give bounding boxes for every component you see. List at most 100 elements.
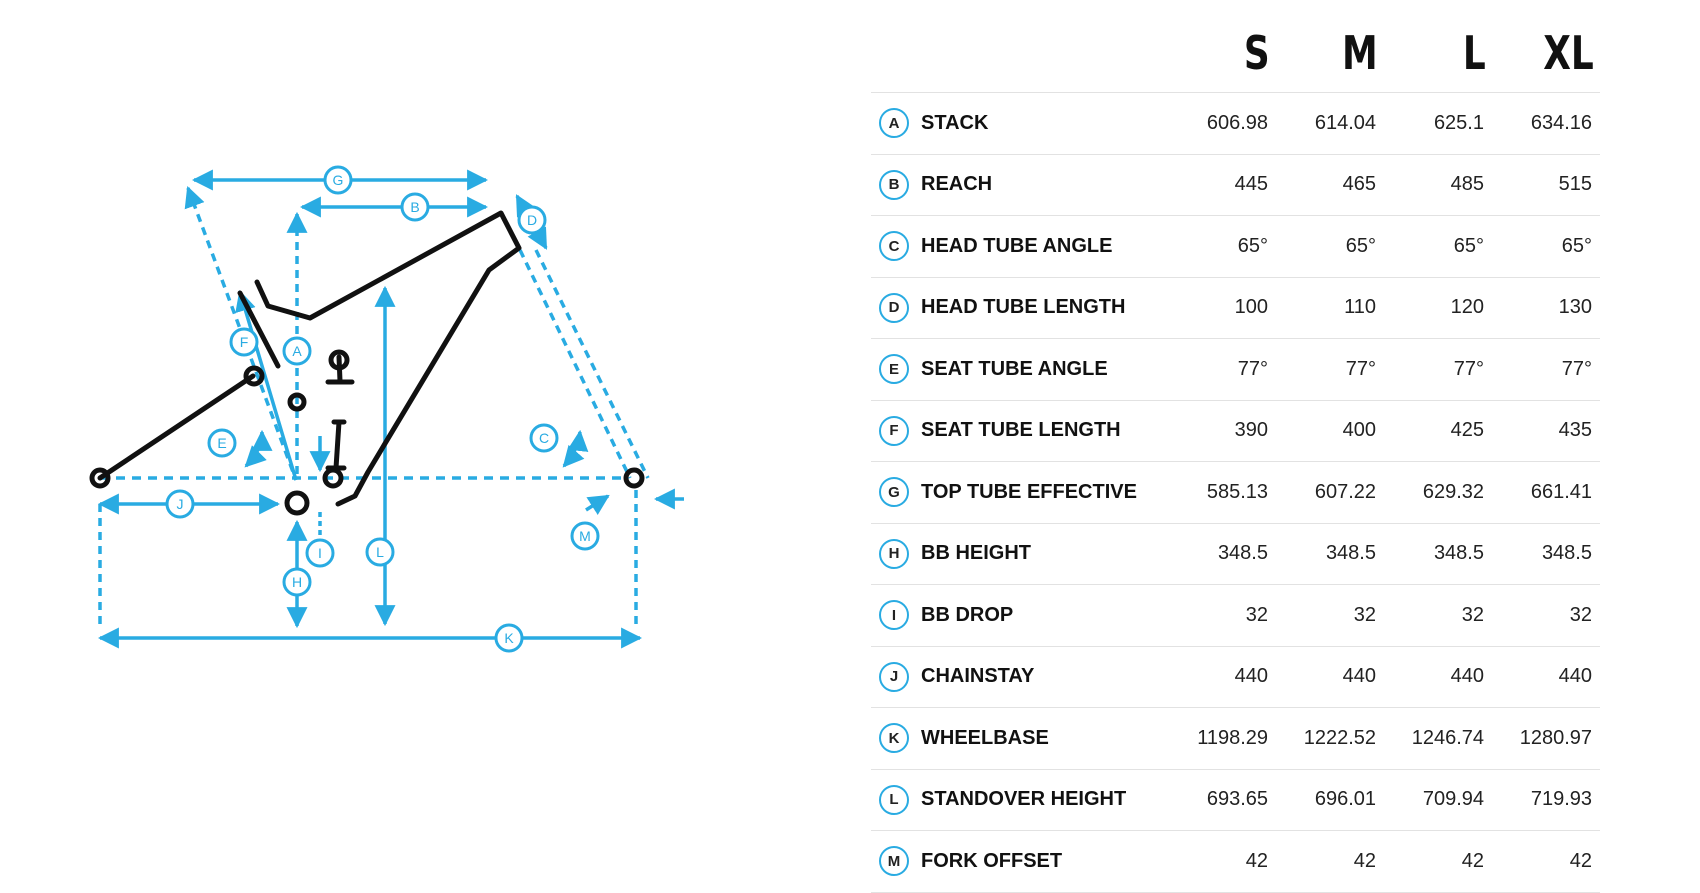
size-label-m: M: [1342, 26, 1378, 80]
table-cell: 32: [1245, 603, 1268, 626]
table-cell: 435: [1558, 419, 1592, 442]
size-label-xl: XL: [1543, 26, 1594, 80]
table-cell: 515: [1558, 173, 1592, 196]
table-cell: 77°: [1237, 357, 1268, 380]
row-measurement-name: HEAD TUBE ANGLE: [921, 234, 1113, 257]
table-row: I BB DROP 32 32 32 32: [871, 585, 1600, 647]
geometry-table: S M L XL A STACK 606.98 614.04 625.1 634.16 B R…: [871, 18, 1600, 893]
table-cell: 348.5: [1433, 542, 1484, 565]
row-measurement-name: BB HEIGHT: [921, 542, 1031, 565]
badge-letter: G: [333, 172, 344, 188]
diagram-badge-g: G: [323, 165, 353, 195]
frame-geometry-diagram: A B C D E F G HI J K L M: [89, 165, 684, 653]
row-letter-badge: D: [879, 292, 909, 323]
diagram-badge-i: I: [305, 538, 335, 568]
table-cell: 693.65: [1206, 788, 1268, 811]
table-cell: 634.16: [1530, 111, 1592, 134]
row-letter-badge: A: [879, 108, 909, 139]
table-row: L STANDOVER HEIGHT 693.65 696.01 709.94 719.9…: [871, 770, 1600, 831]
row-measurement-name: WHEELBASE: [921, 726, 1049, 749]
table-cell: 77°: [1345, 357, 1376, 380]
table-cell: 77°: [1453, 357, 1484, 380]
table-cell: 42: [1461, 849, 1484, 872]
diagram-badge-l: L: [365, 537, 395, 567]
table-cell: 348.5: [1217, 542, 1268, 565]
table-cell: 1198.29: [1197, 726, 1268, 749]
diagram-badge-j: J: [165, 489, 195, 519]
table-cell: 42: [1353, 849, 1376, 872]
row-letter-badge: C: [879, 231, 909, 262]
row-measurement-name: TOP TUBE EFFECTIVE: [921, 480, 1137, 503]
table-cell: 440: [1558, 665, 1592, 688]
badge-circle: [365, 537, 395, 567]
row-letter-badge: H: [879, 538, 909, 569]
table-row: E SEAT TUBE ANGLE 77° 77° 77° 77°: [871, 339, 1600, 401]
table-row: M FORK OFFSET 42 42 42 42: [871, 831, 1600, 893]
table-row: D HEAD TUBE LENGTH 100 110 120 130: [871, 278, 1600, 339]
table-cell: 445: [1234, 173, 1268, 196]
badge-letter: E: [217, 435, 226, 451]
diagram-badge-h: H: [282, 567, 312, 597]
badge-letter: F: [240, 334, 249, 350]
table-cell: 440: [1234, 665, 1268, 688]
badge-circle: [570, 521, 600, 551]
table-row: J CHAINSTAY 440 440 440 440: [871, 647, 1600, 708]
table-row: C HEAD TUBE ANGLE 65° 65° 65° 65°: [871, 216, 1600, 278]
table-cell: 65°: [1453, 234, 1484, 257]
diagram-badges: A B C D E F G HI J K L M: [165, 165, 600, 653]
table-cell: 42: [1569, 849, 1592, 872]
badge-circle: [494, 623, 524, 653]
badge-circle: [323, 165, 353, 195]
table-cell: 440: [1450, 665, 1484, 688]
table-cell: 719.93: [1530, 788, 1592, 811]
badge-circle: [529, 423, 559, 453]
table-cell: 32: [1569, 603, 1592, 626]
table-cell: 614.04: [1314, 111, 1376, 134]
badge-letter: M: [579, 528, 591, 544]
table-row: A STACK 606.98 614.04 625.1 634.16: [871, 93, 1600, 155]
table-cell: 42: [1245, 849, 1268, 872]
table-cell: 1222.52: [1303, 726, 1376, 749]
size-header-row: S M L XL: [871, 18, 1600, 93]
table-cell: 425: [1450, 419, 1484, 442]
badge-letter: I: [318, 545, 322, 561]
row-letter-badge: J: [879, 661, 909, 692]
table-cell: 65°: [1561, 234, 1592, 257]
row-measurement-name: REACH: [921, 173, 993, 196]
badge-letter: B: [410, 199, 419, 215]
row-letter-badge: L: [879, 784, 909, 815]
row-letter-badge: G: [879, 477, 909, 508]
row-measurement-name: SEAT TUBE LENGTH: [921, 419, 1121, 442]
badge-letter: K: [504, 630, 514, 646]
table-cell: 32: [1461, 603, 1484, 626]
row-letter-badge: M: [879, 846, 909, 877]
table-cell: 485: [1450, 173, 1484, 196]
table-cell: 607.22: [1314, 480, 1376, 503]
diagram-badge-d: D: [517, 205, 547, 235]
table-cell: 661.41: [1530, 480, 1592, 503]
diagram-badge-f: F: [229, 327, 259, 357]
table-cell: 390: [1234, 419, 1268, 442]
row-measurement-name: STACK: [921, 111, 989, 134]
table-row: G TOP TUBE EFFECTIVE 585.13 607.22 629.32 661…: [871, 462, 1600, 524]
table-cell: 348.5: [1541, 542, 1592, 565]
badge-circle: [282, 336, 312, 366]
table-cell: 110: [1344, 296, 1376, 319]
badge-letter: A: [292, 343, 302, 359]
table-cell: 709.94: [1422, 788, 1484, 811]
row-measurement-name: SEAT TUBE ANGLE: [921, 357, 1108, 380]
dimension-lines: [97, 169, 684, 649]
badge-letter: H: [292, 574, 302, 590]
table-cell: 130: [1558, 296, 1592, 319]
table-cell: 65°: [1345, 234, 1376, 257]
geometry-rows: A STACK 606.98 614.04 625.1 634.16 B REACH 445 46…: [871, 93, 1600, 893]
table-row: B REACH 445 465 485 515: [871, 155, 1600, 216]
row-measurement-name: FORK OFFSET: [921, 849, 1063, 872]
row-measurement-name: STANDOVER HEIGHT: [921, 788, 1127, 811]
table-cell: 696.01: [1314, 788, 1376, 811]
size-label-s: S: [1243, 26, 1270, 80]
diagram-badge-m: M: [570, 521, 600, 551]
table-cell: 1280.97: [1519, 726, 1592, 749]
row-measurement-name: BB DROP: [921, 603, 1014, 626]
row-letter-badge: F: [879, 415, 909, 446]
